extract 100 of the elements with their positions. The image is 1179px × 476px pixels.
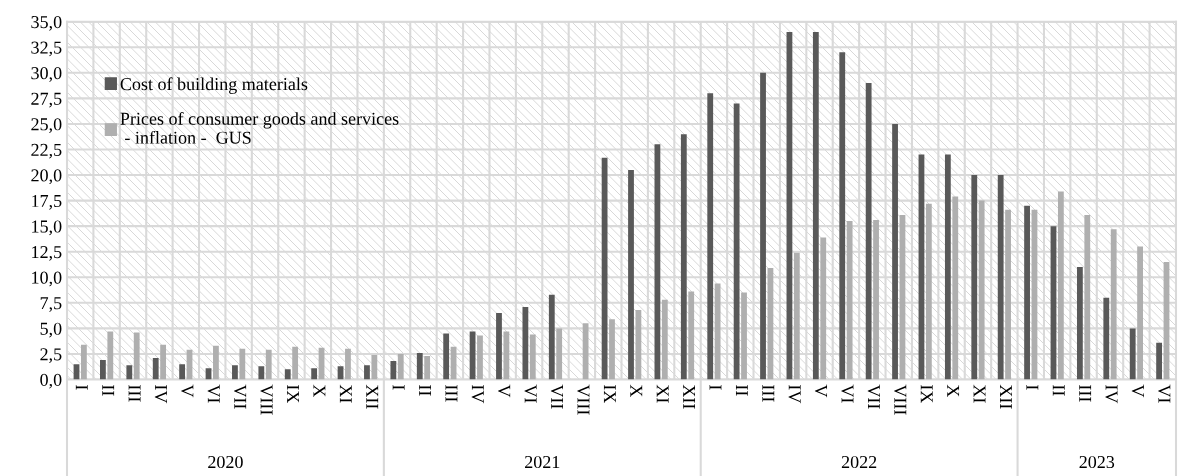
bar — [1137, 246, 1143, 380]
x-tick-label: I — [1026, 385, 1039, 390]
text: 2021 — [525, 455, 560, 469]
x-tick-label: X — [630, 384, 643, 398]
x-tick-label: VIII — [894, 384, 907, 415]
bar — [364, 365, 370, 380]
bar — [609, 319, 615, 380]
bar — [160, 344, 167, 380]
bar — [601, 157, 608, 380]
x-tick-label: VII — [550, 384, 563, 409]
bar — [714, 283, 721, 380]
y-tick-label: 32,5 — [31, 41, 62, 57]
text: 2020 — [208, 455, 243, 469]
x-tick-label: IX — [603, 385, 616, 404]
bar — [1084, 214, 1091, 380]
x-tick-label: V — [1131, 384, 1144, 398]
bar — [503, 331, 510, 380]
x-tick-label: V — [181, 384, 194, 398]
bar — [496, 313, 502, 380]
bar — [548, 294, 555, 380]
bar — [839, 52, 846, 380]
bar — [952, 196, 959, 380]
bar — [865, 83, 872, 380]
bar — [635, 309, 642, 380]
x-tick-label: VII — [234, 384, 247, 409]
x-tick-label: XI — [973, 384, 986, 403]
x-tick-label: I — [75, 385, 88, 390]
x-tick-label: VIII — [577, 384, 590, 415]
bar — [680, 134, 687, 380]
bar — [1076, 267, 1083, 380]
x-tick-label: XI — [339, 384, 352, 403]
bar — [971, 175, 978, 380]
y-tick-label: 30,0 — [31, 67, 62, 82]
y-tick-label: 5,0 — [40, 322, 62, 338]
bar — [80, 344, 87, 380]
bar — [733, 103, 740, 380]
x-tick-label: VI — [1158, 384, 1171, 403]
y-tick-label: 27,5 — [31, 92, 62, 108]
x-tick-label: VIII — [260, 384, 273, 415]
x-tick-label: VII — [867, 384, 880, 409]
x-tick-label: III — [445, 385, 458, 402]
x-tick-label: VI — [841, 384, 854, 403]
x-tick-label: V — [498, 384, 511, 398]
bar — [292, 346, 299, 380]
x-tick-label: XII — [683, 384, 695, 409]
x-tick-label: XII — [366, 384, 379, 409]
x-tick-label: III — [128, 385, 141, 402]
bar — [846, 221, 853, 380]
bar — [477, 335, 483, 380]
bar — [628, 169, 634, 380]
bar — [812, 31, 819, 380]
bar — [265, 349, 272, 380]
bar — [126, 365, 133, 380]
x-tick-label: VI — [207, 384, 220, 403]
bar — [345, 348, 351, 380]
bar — [873, 220, 879, 380]
y-tick-label: 22,5 — [31, 143, 62, 159]
y-tick-label: 17,5 — [32, 194, 62, 210]
bar — [944, 154, 951, 380]
legend-label: Cost of building materials — [120, 77, 308, 94]
bar — [522, 306, 529, 380]
legend-label: Prices of consumer goods and services - inflation - GUS — [120, 111, 399, 144]
bar — [371, 354, 378, 380]
bar — [1129, 328, 1136, 380]
bar — [688, 291, 695, 380]
bar — [311, 368, 318, 380]
text: 2022 — [841, 455, 877, 469]
bar — [100, 360, 106, 380]
bar — [284, 369, 291, 380]
bar — [661, 299, 668, 380]
bar — [997, 175, 1004, 380]
bar — [390, 361, 397, 380]
bar — [892, 123, 898, 380]
bar — [820, 237, 827, 380]
bar — [707, 93, 714, 380]
x-tick-label: X — [947, 384, 960, 398]
x-tick-label: II — [1052, 385, 1065, 396]
bar — [232, 365, 238, 380]
text: 2023 — [1079, 455, 1115, 469]
bar — [1156, 342, 1163, 380]
x-tick-label: II — [102, 385, 115, 396]
x-tick-label: IX — [920, 385, 933, 404]
y-tick-label: 12,5 — [32, 246, 62, 261]
x-tick-label: IV — [154, 385, 167, 404]
bar — [1024, 205, 1030, 380]
bar — [793, 252, 800, 380]
x-tick-label: X — [313, 384, 326, 398]
bar — [925, 203, 932, 380]
bar — [741, 292, 747, 380]
x-tick-label: I — [392, 385, 405, 390]
bar — [556, 328, 563, 380]
bar — [213, 345, 219, 380]
x-tick-label: VI — [524, 384, 537, 403]
bar — [239, 348, 246, 380]
x-tick-label: IX — [287, 385, 299, 404]
bar — [424, 355, 431, 380]
x-tick-label: III — [1079, 385, 1092, 402]
bar — [760, 72, 766, 380]
bar — [416, 352, 423, 380]
y-tick-label: 7,5 — [40, 297, 62, 312]
